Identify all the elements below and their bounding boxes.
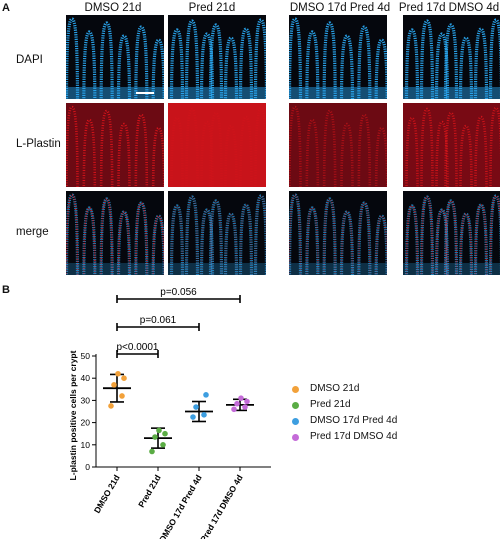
legend-item-dmso-21d: DMSO 21d — [290, 381, 397, 397]
data-point — [121, 375, 127, 381]
micrograph-lplastin-pred-21d — [168, 103, 266, 187]
data-point — [149, 448, 155, 455]
data-point — [231, 406, 237, 413]
row-label-merge: merge — [16, 226, 49, 238]
micrograph-dapi-pred-17d-dmso-4d — [403, 15, 500, 99]
data-point — [203, 392, 209, 398]
column-header-pred-17d-dmso-4d: Pred 17d DMSO 4d — [398, 2, 500, 14]
micrograph-merge-dmso-17d-pred-4d — [289, 191, 387, 275]
data-point — [244, 398, 250, 405]
column-header-dmso-21d: DMSO 21d — [84, 2, 142, 14]
scale-bar — [136, 92, 154, 94]
x-tick-label: Pred 17d DMSO 4d — [198, 473, 245, 539]
micrograph-dapi-pred-21d — [168, 15, 266, 99]
micrograph-merge-pred-21d — [168, 191, 266, 275]
y-tick-label: 50 — [81, 351, 91, 361]
y-axis-label: L-plastin positive cells per crypt — [68, 350, 78, 480]
micrograph-lplastin-dmso-21d — [66, 103, 164, 187]
micrograph-dapi-dmso-21d — [66, 15, 164, 99]
data-point — [152, 434, 158, 440]
micrograph-merge-pred-17d-dmso-4d — [403, 191, 500, 275]
column-header-pred-21d: Pred 21d — [188, 2, 236, 14]
data-point — [119, 393, 125, 399]
legend-item-pred-21d: Pred 21d — [290, 397, 397, 413]
row-label-dapi: DAPI — [16, 54, 43, 66]
x-tick-label: DMSO 21d — [92, 473, 122, 515]
chart-legend: DMSO 21d Pred 21d DMSO 17d Pred 4d Pred … — [290, 381, 397, 445]
y-tick-label: 20 — [81, 418, 91, 428]
data-point — [201, 412, 207, 418]
legend-item-pred-17d-dmso-4d: Pred 17d DMSO 4d — [290, 429, 397, 445]
data-point — [108, 403, 114, 409]
x-tick-label: Pred 21d — [136, 473, 163, 509]
micrograph-merge-dmso-21d — [66, 191, 164, 275]
p-value-label: p<0.0001 — [117, 342, 159, 353]
row-label-l-plastin: L-Plastin — [16, 138, 61, 150]
legend-label: DMSO 17d Pred 4d — [310, 415, 398, 426]
x-tick-label: DMSO 17d Pred 4d — [157, 473, 204, 539]
y-tick-label: 0 — [85, 462, 90, 472]
y-tick-label: 30 — [81, 395, 91, 405]
data-point — [111, 382, 117, 388]
legend-marker — [292, 434, 299, 441]
legend-marker — [292, 386, 299, 393]
column-header-dmso-17d-pred-4d: DMSO 17d Pred 4d — [289, 2, 391, 14]
y-tick-label: 10 — [81, 440, 91, 450]
data-point — [242, 404, 248, 410]
data-point — [162, 430, 168, 437]
data-point — [234, 400, 240, 407]
legend-marker — [292, 402, 299, 409]
legend-item-dmso-17d-pred-4d: DMSO 17d Pred 4d — [290, 413, 397, 429]
data-point — [160, 442, 166, 448]
p-value-label: p=0.056 — [160, 287, 197, 298]
data-point — [190, 414, 196, 420]
p-value-label: p=0.061 — [140, 315, 177, 326]
data-point — [238, 395, 244, 401]
legend-label: DMSO 21d — [310, 383, 360, 394]
data-point — [156, 427, 162, 434]
micrograph-dapi-dmso-17d-pred-4d — [289, 15, 387, 99]
micrograph-lplastin-dmso-17d-pred-4d — [289, 103, 387, 187]
micrograph-lplastin-pred-17d-dmso-4d — [403, 103, 500, 187]
scatter-chart: 0 10 20 30 40 50L-plastin positive cells per … — [68, 287, 271, 539]
y-tick-label: 40 — [81, 373, 91, 383]
panel-a-letter: A — [2, 2, 10, 14]
panel-b-letter: B — [2, 284, 10, 296]
legend-label: Pred 17d DMSO 4d — [310, 431, 398, 442]
legend-marker — [292, 418, 299, 425]
legend-label: Pred 21d — [310, 399, 351, 410]
data-point — [115, 370, 121, 377]
data-point — [193, 404, 199, 410]
